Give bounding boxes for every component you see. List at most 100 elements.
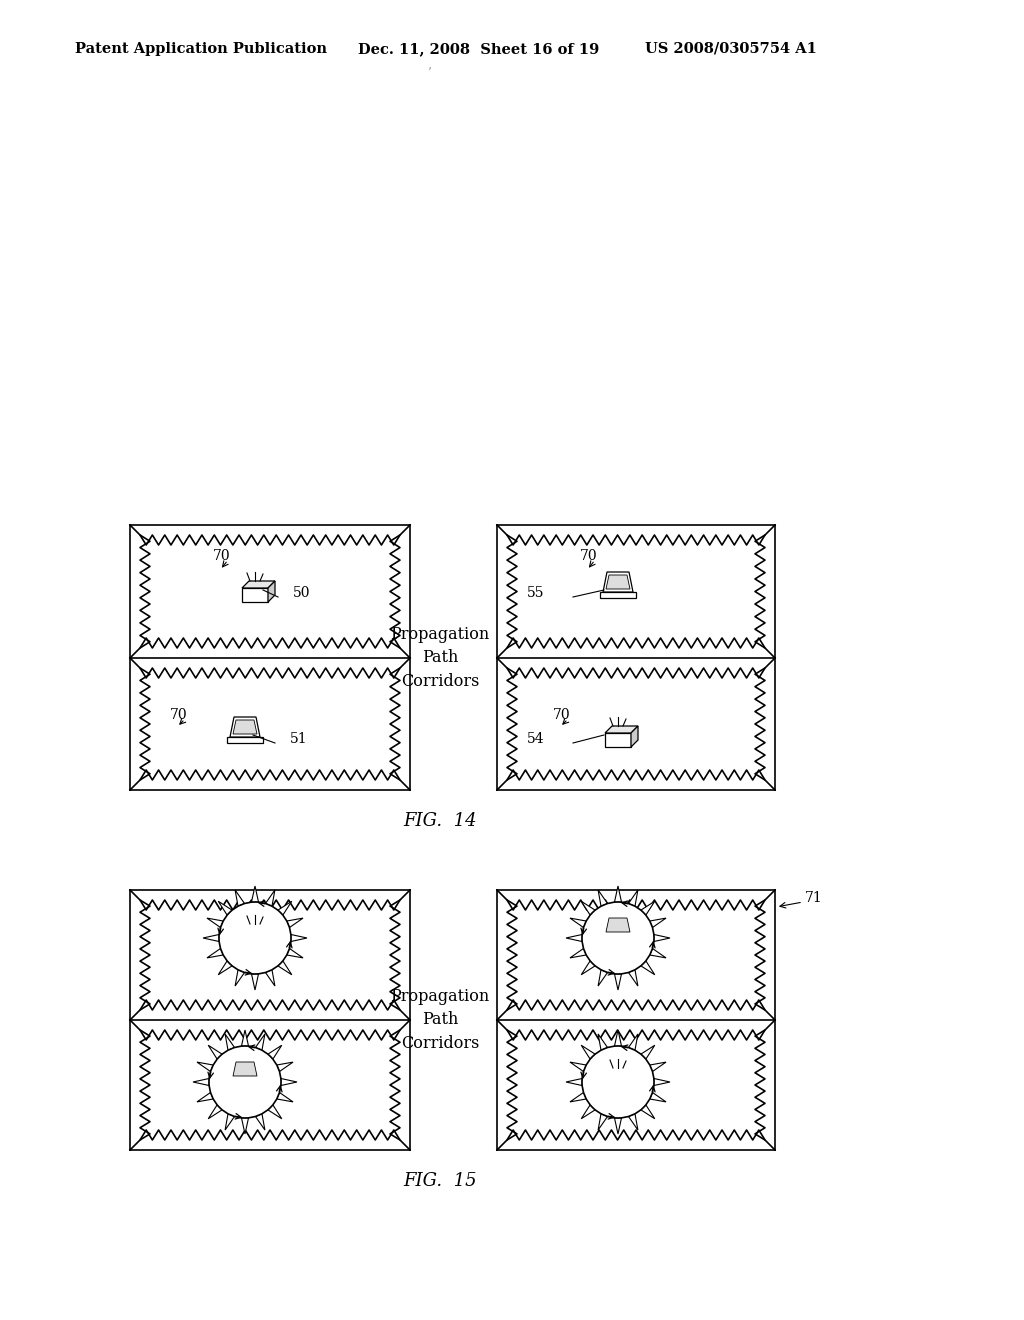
Polygon shape [236, 970, 245, 986]
Polygon shape [268, 924, 275, 945]
Text: 70: 70 [170, 708, 187, 722]
Polygon shape [654, 935, 670, 941]
Polygon shape [614, 886, 622, 902]
Polygon shape [233, 719, 257, 734]
Polygon shape [605, 1068, 638, 1074]
Polygon shape [193, 1078, 209, 1085]
Polygon shape [570, 1093, 587, 1102]
Circle shape [582, 902, 654, 974]
Text: 55: 55 [527, 586, 545, 601]
Polygon shape [605, 726, 638, 733]
Polygon shape [631, 1068, 638, 1089]
Polygon shape [570, 919, 587, 928]
Polygon shape [566, 1078, 583, 1085]
Polygon shape [242, 1030, 249, 1047]
Polygon shape [641, 902, 654, 915]
Polygon shape [582, 1105, 595, 1119]
Polygon shape [603, 572, 633, 591]
Text: Propagation
Path
Corridors: Propagation Path Corridors [390, 626, 489, 690]
Polygon shape [600, 591, 636, 598]
Polygon shape [227, 1078, 263, 1085]
Text: Dec. 11, 2008  Sheet 16 of 19: Dec. 11, 2008 Sheet 16 of 19 [358, 42, 599, 55]
Polygon shape [606, 576, 630, 589]
Polygon shape [598, 970, 607, 986]
Text: 70: 70 [580, 549, 598, 564]
Polygon shape [631, 726, 638, 747]
Polygon shape [208, 1105, 222, 1119]
Polygon shape [276, 1093, 293, 1102]
Polygon shape [629, 1114, 638, 1130]
Polygon shape [650, 919, 666, 928]
Polygon shape [650, 949, 666, 958]
Text: 50: 50 [293, 586, 310, 601]
Polygon shape [208, 1045, 222, 1059]
Text: FIG.  15: FIG. 15 [403, 1172, 477, 1191]
Text: Propagation
Path
Corridors: Propagation Path Corridors [390, 987, 489, 1052]
Polygon shape [278, 902, 292, 915]
Text: US 2008/0305754 A1: US 2008/0305754 A1 [645, 42, 817, 55]
Circle shape [209, 1045, 281, 1118]
Text: FIG.  14: FIG. 14 [403, 812, 477, 830]
Polygon shape [650, 1063, 666, 1072]
Text: 70: 70 [213, 549, 230, 564]
Polygon shape [606, 917, 630, 932]
Polygon shape [255, 1114, 265, 1130]
Polygon shape [268, 1105, 282, 1119]
Polygon shape [276, 1063, 293, 1072]
Polygon shape [225, 1114, 234, 1130]
Polygon shape [268, 581, 275, 602]
Polygon shape [207, 919, 223, 928]
Text: ’: ’ [428, 65, 432, 78]
Polygon shape [598, 1114, 607, 1130]
Polygon shape [218, 902, 232, 915]
Polygon shape [230, 717, 260, 737]
Polygon shape [265, 970, 274, 986]
Polygon shape [629, 1034, 638, 1051]
Polygon shape [218, 961, 232, 974]
Polygon shape [605, 1074, 631, 1089]
Polygon shape [197, 1093, 213, 1102]
Polygon shape [242, 1118, 249, 1134]
Polygon shape [603, 915, 633, 935]
Polygon shape [287, 949, 303, 958]
Polygon shape [227, 737, 263, 743]
Polygon shape [605, 733, 631, 747]
Polygon shape [598, 1034, 607, 1051]
Polygon shape [629, 970, 638, 986]
Polygon shape [225, 1034, 234, 1051]
Polygon shape [598, 890, 607, 907]
Polygon shape [641, 1045, 654, 1059]
Polygon shape [242, 587, 268, 602]
Circle shape [219, 902, 291, 974]
Polygon shape [582, 1045, 595, 1059]
Polygon shape [265, 890, 274, 907]
Polygon shape [566, 935, 583, 941]
Polygon shape [582, 902, 595, 915]
Polygon shape [582, 961, 595, 974]
Polygon shape [242, 931, 268, 945]
Polygon shape [242, 581, 275, 587]
Polygon shape [629, 890, 638, 907]
Polygon shape [600, 935, 636, 941]
Polygon shape [255, 1034, 265, 1051]
Polygon shape [281, 1078, 297, 1085]
Polygon shape [278, 961, 292, 974]
Polygon shape [641, 1105, 654, 1119]
Polygon shape [197, 1063, 213, 1072]
Text: 51: 51 [290, 733, 307, 746]
Polygon shape [291, 935, 307, 941]
Text: Patent Application Publication: Patent Application Publication [75, 42, 327, 55]
Circle shape [582, 1045, 654, 1118]
Polygon shape [236, 890, 245, 907]
Polygon shape [252, 886, 258, 902]
Text: 70: 70 [553, 708, 570, 722]
Polygon shape [614, 1118, 622, 1134]
Text: 71: 71 [805, 891, 822, 906]
Polygon shape [570, 949, 587, 958]
Polygon shape [268, 1045, 282, 1059]
Polygon shape [287, 919, 303, 928]
Polygon shape [654, 1078, 670, 1085]
Text: 54: 54 [527, 733, 545, 746]
Polygon shape [614, 1030, 622, 1047]
Polygon shape [207, 949, 223, 958]
